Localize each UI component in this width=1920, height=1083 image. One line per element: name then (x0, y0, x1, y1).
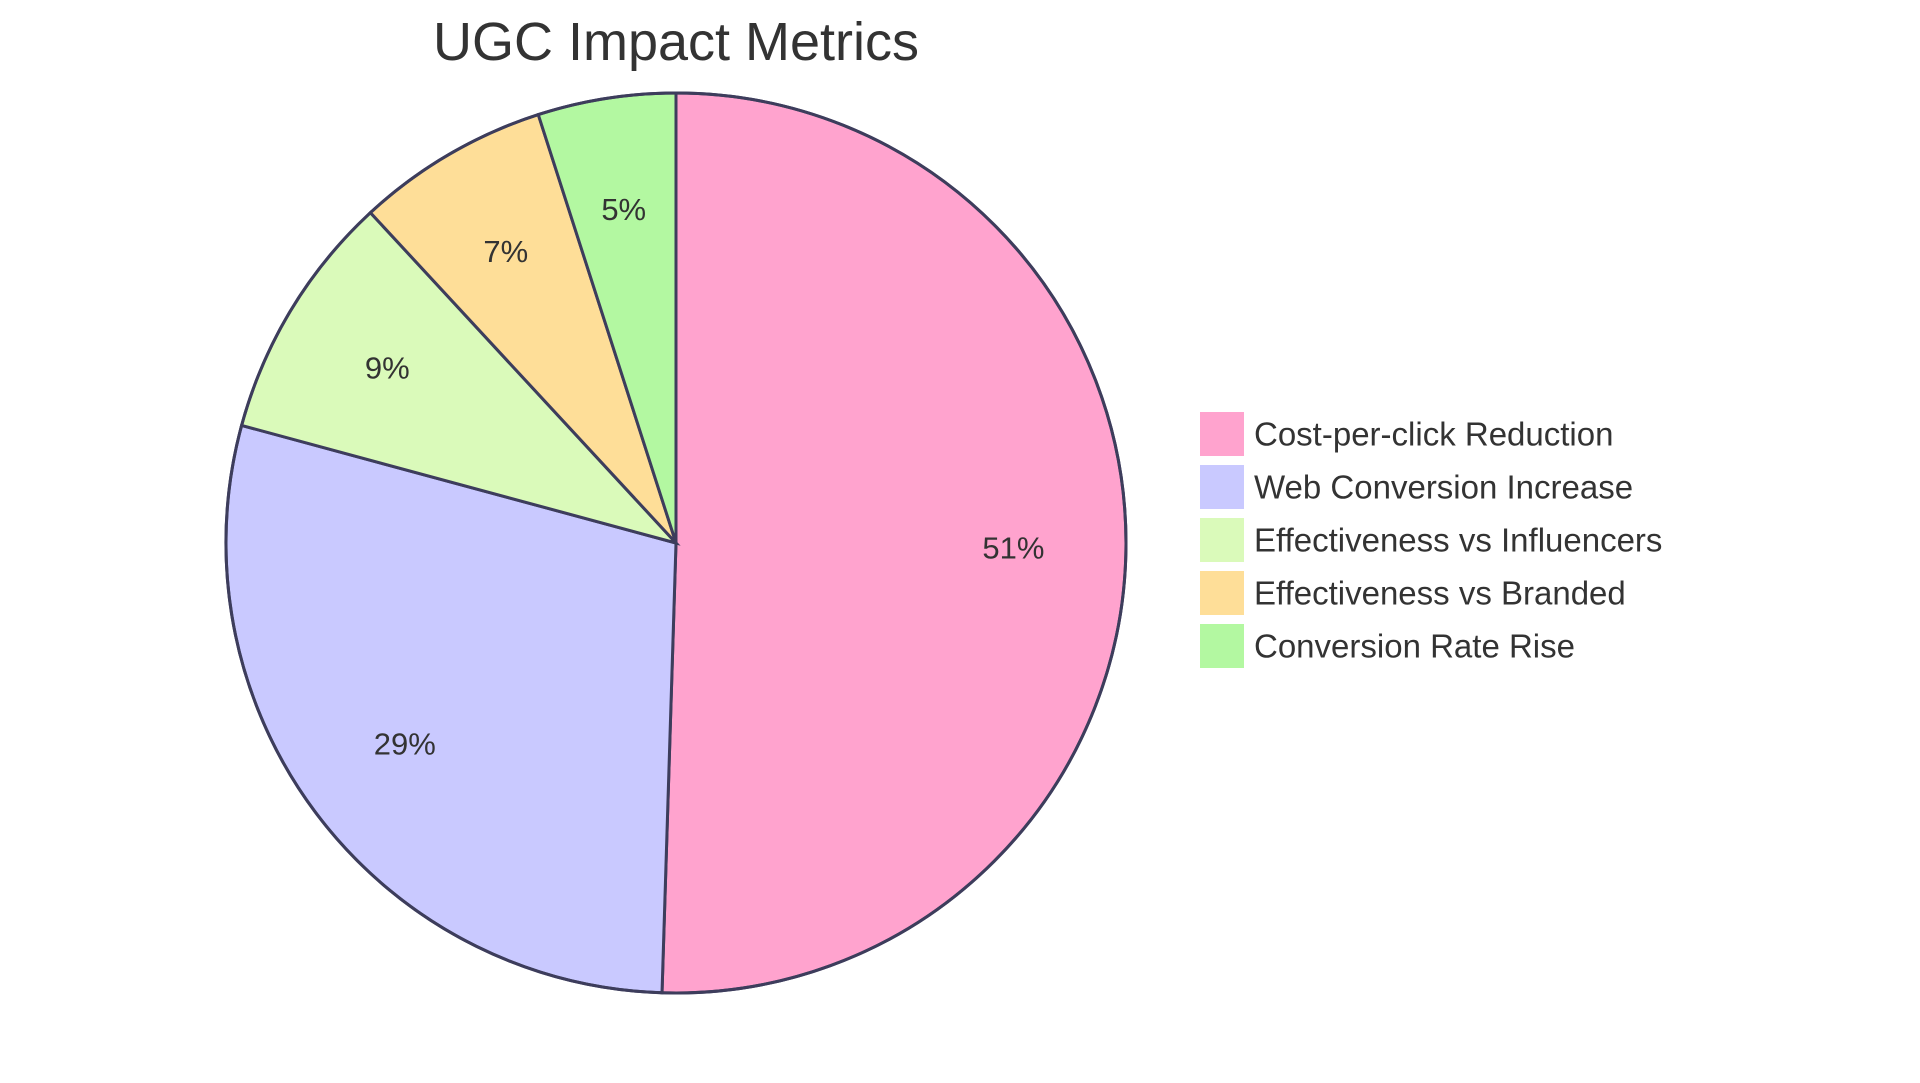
legend-swatch-web-conversion-increase (1200, 465, 1244, 509)
chart-title: UGC Impact Metrics (433, 12, 919, 72)
legend: Cost-per-click Reduction Web Conversion I… (1200, 412, 1662, 668)
slice-labels: 51% 29% 9% 7% 5% (365, 192, 1045, 761)
slice-label-cost-per-click-reduction: 51% (982, 531, 1044, 566)
legend-label-cost-per-click-reduction: Cost-per-click Reduction (1254, 416, 1613, 453)
pie-slices (224, 91, 1128, 995)
slice-label-conversion-rate-rise: 5% (601, 192, 646, 227)
slice-label-effectiveness-vs-influencers: 9% (365, 351, 410, 386)
slice-label-web-conversion-increase: 29% (374, 726, 436, 761)
legend-swatch-cost-per-click-reduction (1200, 412, 1244, 456)
legend-label-web-conversion-increase: Web Conversion Increase (1254, 469, 1633, 506)
legend-label-effectiveness-vs-influencers: Effectiveness vs Influencers (1254, 522, 1662, 559)
legend-label-conversion-rate-rise: Conversion Rate Rise (1254, 628, 1575, 665)
legend-swatch-conversion-rate-rise (1200, 624, 1244, 668)
legend-swatch-effectiveness-vs-influencers (1200, 518, 1244, 562)
slice-label-effectiveness-vs-branded: 7% (483, 234, 528, 269)
pie-slice-cost-per-click-reduction (660, 91, 1128, 995)
pie-outline (224, 91, 1128, 995)
legend-label-effectiveness-vs-branded: Effectiveness vs Branded (1254, 575, 1626, 612)
legend-swatch-effectiveness-vs-branded (1200, 571, 1244, 615)
